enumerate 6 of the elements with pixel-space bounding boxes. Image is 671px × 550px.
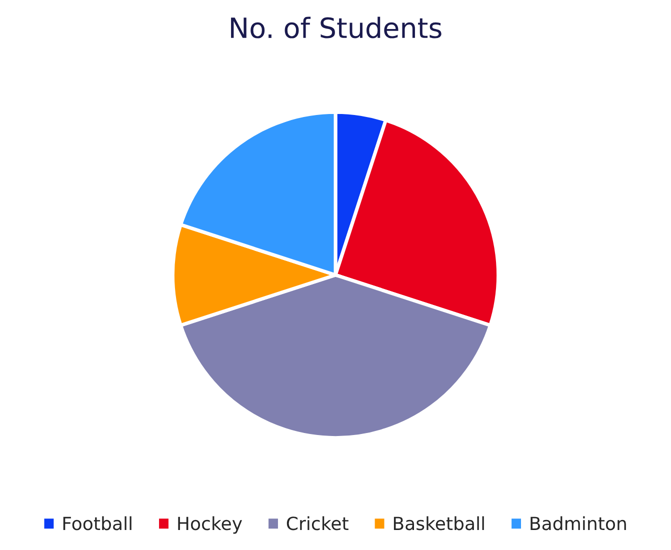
legend-label: Basketball bbox=[394, 516, 484, 530]
legend-label: Hockey bbox=[178, 516, 242, 534]
legend-label: Cricket bbox=[286, 516, 348, 530]
chart-title: No. of Students bbox=[231, 16, 442, 38]
legend-label: Badminton bbox=[530, 516, 626, 530]
legend-label: Football bbox=[63, 516, 132, 530]
